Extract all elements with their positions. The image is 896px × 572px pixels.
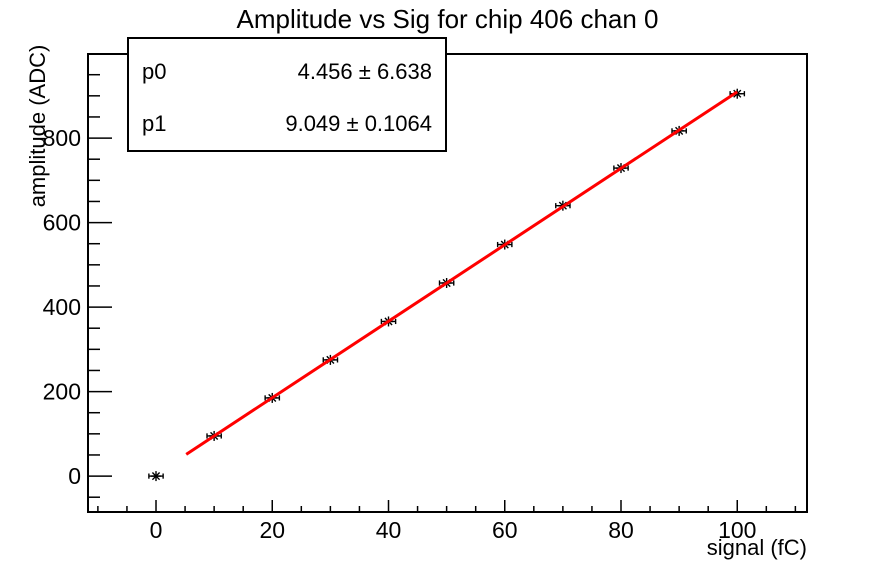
x-tick-label: 40 [376,517,402,543]
y-tick-label: 800 [43,125,81,151]
x-tick-label: 100 [718,517,756,543]
stats-row-p0: p0 4.456 ± 6.638 [142,48,432,96]
data-point [148,471,164,482]
x-axis-title: signal (fC) [706,535,807,560]
marker-stroke [733,89,742,98]
x-tick-label: 20 [259,517,285,543]
stats-param-value: 4.456 ± 6.638 [297,59,432,84]
y-tick-label: 400 [43,294,81,320]
stats-param-name: p1 [142,111,167,136]
x-tick-label: 80 [608,517,634,543]
x-tick-label: 0 [150,517,163,543]
stats-row-p1: p1 9.049 ± 0.1064 [142,100,432,148]
fit-line [185,90,739,456]
marker-stroke [151,471,161,481]
y-tick-label: 600 [43,210,81,236]
y-tick-label: 200 [43,379,81,405]
y-axis-title: amplitude (ADC) [25,44,50,208]
x-tick-label: 60 [492,517,518,543]
stats-param-value: 9.049 ± 0.1064 [285,111,432,136]
plot-frame [87,53,808,513]
stats-param-name: p0 [142,59,167,84]
chart-title: Amplitude vs Sig for chip 406 chan 0 [236,4,659,34]
y-tick-label: 0 [68,463,81,489]
stats-box: p0 4.456 ± 6.638 p1 9.049 ± 0.1064 [127,37,447,152]
